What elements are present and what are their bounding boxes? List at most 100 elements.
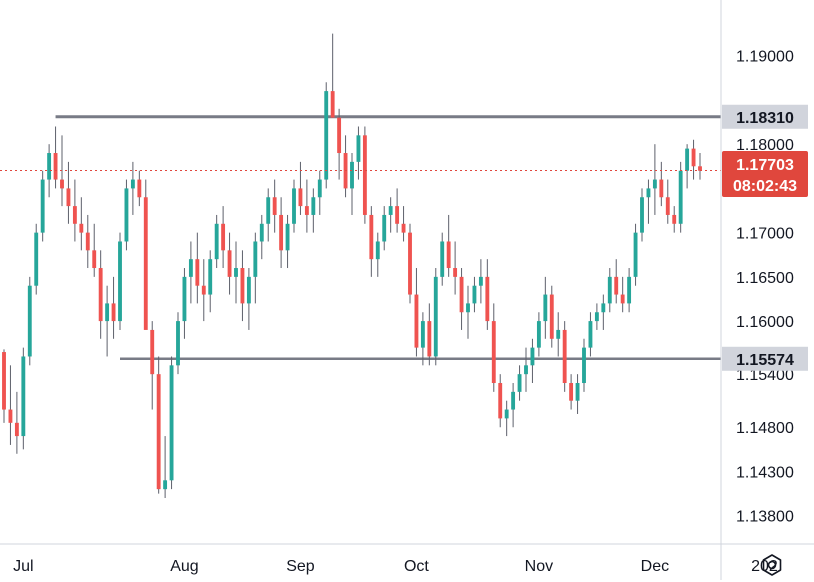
candle — [105, 285, 110, 357]
candle-body — [266, 197, 271, 224]
candle — [588, 312, 593, 357]
candle-body — [14, 422, 19, 437]
y-tick-label: 1.19000 — [736, 49, 794, 66]
candle-body — [259, 223, 264, 242]
y-tick-label: 1.15400 — [736, 367, 794, 384]
candle-body — [246, 276, 251, 304]
candle-body — [253, 241, 258, 277]
candle-body — [79, 223, 84, 233]
candle-body — [60, 179, 64, 189]
candle-body — [395, 206, 400, 224]
candle — [414, 268, 419, 357]
candle — [182, 268, 187, 339]
candle — [246, 268, 251, 330]
candle — [137, 170, 142, 207]
candle — [685, 144, 690, 189]
candle-body — [21, 356, 26, 437]
candle — [118, 232, 122, 330]
candle — [176, 312, 180, 375]
candle-body — [169, 365, 174, 481]
candle-body — [92, 250, 97, 269]
candle-body — [85, 232, 90, 251]
candle-body — [478, 276, 483, 286]
candle — [317, 170, 322, 215]
candle-body — [362, 135, 367, 215]
candle — [221, 206, 226, 269]
candle-body — [491, 321, 496, 384]
candle — [491, 303, 496, 392]
y-tick-label: 1.13800 — [736, 509, 794, 526]
candle-body — [472, 285, 477, 304]
candle — [272, 179, 277, 233]
candle — [195, 232, 200, 304]
candle — [511, 383, 516, 428]
y-tick-label: 1.18000 — [736, 137, 794, 154]
candle-body — [2, 352, 6, 410]
candle — [240, 250, 245, 322]
candle — [646, 179, 651, 224]
candle — [34, 223, 39, 295]
candle — [633, 223, 638, 286]
candle-body — [524, 365, 528, 375]
gear-icon[interactable] — [760, 553, 784, 577]
candle — [536, 312, 541, 357]
candle — [466, 285, 470, 339]
candle — [259, 214, 264, 260]
candle-body — [272, 197, 277, 215]
candle — [582, 338, 586, 392]
candle — [549, 285, 554, 348]
candle-body — [124, 188, 129, 242]
candle-body — [27, 285, 32, 357]
candle — [556, 312, 561, 357]
last-price-tag-bg — [722, 151, 808, 197]
candle — [21, 347, 26, 450]
candle-body — [130, 179, 135, 189]
price-axis[interactable]: 1.19000 1.18000 1.17000 1.16500 1.16000 1.154… — [736, 49, 794, 526]
candle — [530, 338, 535, 384]
candle-body — [292, 188, 296, 224]
candle-body — [311, 197, 316, 215]
candle-body — [382, 214, 387, 242]
time-axis[interactable]: Jul Aug Sep Oct Nov Dec 202 — [13, 558, 778, 575]
horizontal-levels — [55, 115, 721, 361]
candle-body — [188, 259, 193, 277]
candle — [150, 321, 155, 410]
candle — [130, 161, 135, 215]
candle — [517, 365, 522, 401]
candle — [672, 206, 677, 233]
candle-body — [111, 303, 116, 322]
y-tick-label: 1.16000 — [736, 314, 794, 331]
candle — [569, 374, 574, 410]
candle-body — [427, 321, 432, 357]
candle — [111, 276, 116, 339]
x-tick-label: Sep — [286, 558, 315, 575]
candle-body — [433, 276, 438, 357]
candle-body — [304, 206, 309, 215]
candle-body — [569, 383, 574, 401]
candle — [253, 232, 258, 304]
candle — [440, 232, 445, 286]
candle — [420, 312, 425, 366]
candle-body — [408, 232, 412, 295]
candle-body — [588, 321, 593, 348]
candle-body — [156, 374, 161, 490]
candle-body — [143, 197, 148, 330]
candle — [227, 232, 232, 295]
candle — [163, 436, 168, 499]
candle-body — [330, 91, 335, 118]
candle — [382, 206, 387, 251]
candle-body — [504, 409, 509, 419]
candle-body — [72, 206, 77, 224]
candle-body — [678, 170, 683, 224]
candle — [214, 214, 219, 269]
candle-body — [350, 161, 354, 189]
candle-body — [556, 329, 561, 339]
candle — [362, 126, 367, 224]
candle-body — [221, 223, 226, 251]
candle — [53, 126, 58, 189]
candle — [640, 188, 644, 242]
candle-body — [8, 409, 13, 423]
y-tick-label: 1.16500 — [736, 270, 794, 287]
candle — [524, 347, 528, 392]
